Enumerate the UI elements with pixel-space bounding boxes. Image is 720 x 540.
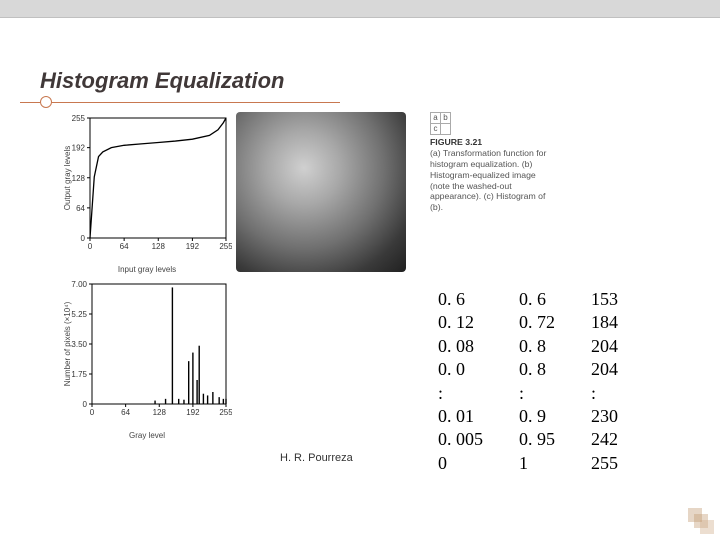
svg-text:192: 192: [186, 408, 200, 417]
corner-deco-icon: [676, 496, 716, 536]
data-cell: :: [519, 382, 555, 405]
data-cell: 153: [591, 288, 618, 311]
svg-text:3.50: 3.50: [71, 340, 87, 349]
svg-text:192: 192: [186, 242, 200, 251]
equalized-image: [236, 112, 406, 272]
figure-area: 0 64 128 192 255 0 64 128 192 255 Output gray leve…: [62, 112, 422, 452]
data-cell: 0. 6: [438, 288, 483, 311]
chart-bot-xlabel: Gray level: [129, 431, 165, 440]
figure-caption: ab c FIGURE 3.21 (a) Transformation func…: [430, 112, 550, 213]
data-cell: :: [591, 382, 618, 405]
svg-text:64: 64: [120, 242, 129, 251]
page-title: Histogram Equalization: [40, 68, 284, 94]
data-col-2: 0. 60. 720. 80. 8:0. 90. 951: [519, 288, 555, 475]
data-cell: 0. 9: [519, 405, 555, 428]
grid-empty: [441, 124, 451, 135]
title-circle-deco: [40, 96, 52, 108]
data-cell: 184: [591, 311, 618, 334]
data-cell: 242: [591, 428, 618, 451]
svg-text:0: 0: [90, 408, 95, 417]
figure-caption-text: (a) Transformation function for histogra…: [430, 148, 550, 213]
svg-text:64: 64: [76, 204, 85, 213]
data-cell: 0: [438, 452, 483, 475]
data-cell: 0. 95: [519, 428, 555, 451]
data-cell: 204: [591, 335, 618, 358]
svg-text:192: 192: [72, 144, 86, 153]
data-cell: 0. 12: [438, 311, 483, 334]
subfigure-grid: ab c: [430, 112, 451, 135]
data-cell: 0. 72: [519, 311, 555, 334]
title-underline: [20, 102, 340, 103]
data-cell: 0. 8: [519, 358, 555, 381]
svg-text:0: 0: [81, 234, 86, 243]
svg-text:128: 128: [152, 242, 166, 251]
data-cell: 0. 0: [438, 358, 483, 381]
svg-text:128: 128: [72, 174, 86, 183]
grid-c: c: [431, 124, 441, 135]
svg-text:5.25: 5.25: [71, 310, 87, 319]
data-cell: 204: [591, 358, 618, 381]
svg-text:255: 255: [219, 242, 232, 251]
chart-top-xlabel: Input gray levels: [118, 265, 176, 274]
chart-histogram: 0 64 128 192 255 0 1.75 3.50 5.25 7.00 Number of p…: [62, 278, 232, 438]
chart-transformation-svg: 0 64 128 192 255 0 64 128 192 255 Output gray leve…: [62, 112, 232, 258]
svg-text:0: 0: [88, 242, 93, 251]
svg-text:Output gray levels: Output gray levels: [63, 146, 72, 210]
data-cell: :: [438, 382, 483, 405]
data-cell: 230: [591, 405, 618, 428]
data-table: 0. 60. 120. 080. 0:0. 010. 0050 0. 60. 7…: [438, 288, 618, 475]
svg-text:128: 128: [153, 408, 167, 417]
data-cell: 0. 005: [438, 428, 483, 451]
chart-histogram-svg: 0 64 128 192 255 0 1.75 3.50 5.25 7.00 Number of p…: [62, 278, 232, 424]
data-cell: 255: [591, 452, 618, 475]
data-cell: 0. 6: [519, 288, 555, 311]
data-cell: 1: [519, 452, 555, 475]
data-col-3: 153184204204:230242255: [591, 288, 618, 475]
svg-text:7.00: 7.00: [71, 280, 87, 289]
chart-transformation: 0 64 128 192 255 0 64 128 192 255 Output gray leve…: [62, 112, 232, 272]
top-bar: [0, 0, 720, 18]
svg-text:64: 64: [121, 408, 130, 417]
data-cell: 0. 01: [438, 405, 483, 428]
data-cell: 0. 08: [438, 335, 483, 358]
svg-text:255: 255: [72, 114, 86, 123]
grid-b: b: [441, 113, 451, 124]
data-cell: 0. 8: [519, 335, 555, 358]
author-name: H. R. Pourreza: [280, 452, 353, 464]
data-col-1: 0. 60. 120. 080. 0:0. 010. 0050: [438, 288, 483, 475]
grid-a: a: [431, 113, 441, 124]
svg-text:0: 0: [83, 400, 88, 409]
empty-cell: [236, 278, 406, 438]
svg-text:255: 255: [219, 408, 232, 417]
svg-text:1.75: 1.75: [71, 370, 87, 379]
figure-number: FIGURE 3.21: [430, 137, 550, 148]
svg-text:Number of pixels (×10⁴): Number of pixels (×10⁴): [63, 301, 72, 386]
